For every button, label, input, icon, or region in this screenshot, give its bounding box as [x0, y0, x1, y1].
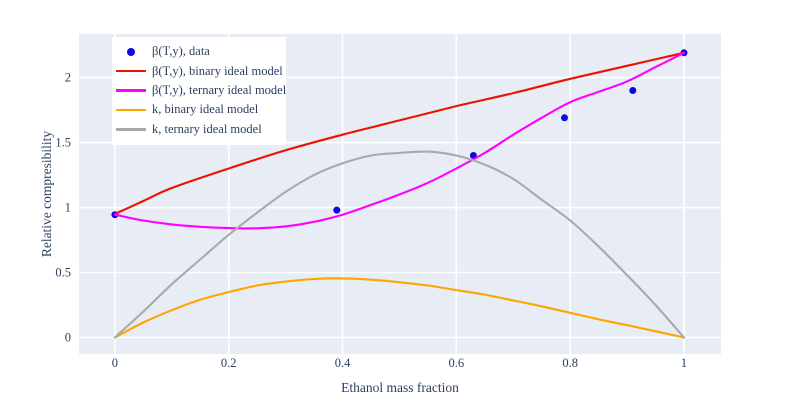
x-tick-label: 0.2: [221, 356, 237, 370]
legend-marker-swatch: [112, 45, 146, 59]
legend-line-swatch: [112, 122, 146, 136]
x-tick-label: 0.6: [449, 356, 465, 370]
y-tick-label: 1.5: [55, 136, 71, 150]
legend-item[interactable]: β(T,y), binary ideal model: [112, 61, 286, 80]
marker-dot-icon: [127, 47, 135, 56]
line-swatch-icon: [116, 89, 146, 92]
legend-line-swatch: [112, 83, 146, 97]
legend-item[interactable]: β(T,y), data: [112, 42, 286, 61]
legend-line-swatch: [112, 64, 146, 78]
data-point: [629, 87, 637, 94]
series-line: [113, 51, 686, 230]
x-tick-label: 0.4: [335, 356, 351, 370]
data-point: [333, 206, 341, 214]
legend-item[interactable]: k, ternary ideal model: [112, 120, 286, 139]
y-axis-title: Relative compresibility: [39, 130, 54, 258]
series-line: [113, 277, 686, 339]
x-tick-label: 0.8: [562, 356, 578, 370]
legend-item[interactable]: k, binary ideal model: [112, 100, 286, 119]
x-tick-label: 0: [112, 356, 118, 370]
y-tick-label: 0: [65, 330, 71, 344]
legend-label: β(T,y), data: [152, 44, 210, 59]
legend: β(T,y), data β(T,y), binary ideal model β(…: [112, 37, 286, 145]
x-axis-title: Ethanol mass fraction: [341, 380, 459, 395]
y-tick-label: 2: [65, 71, 71, 85]
legend-line-swatch: [112, 103, 146, 117]
x-tick-label: 1: [681, 356, 687, 370]
legend-item[interactable]: β(T,y), ternary ideal model: [112, 81, 286, 100]
y-tick-label: 0.5: [55, 266, 71, 280]
data-point: [561, 114, 568, 122]
line-swatch-icon: [116, 69, 146, 73]
series-line: [113, 150, 686, 339]
legend-label: k, binary ideal model: [152, 102, 259, 117]
legend-label: β(T,y), ternary ideal model: [152, 82, 287, 97]
legend-label: β(T,y), binary ideal model: [152, 63, 283, 78]
series-line: [113, 51, 686, 216]
line-swatch-icon: [116, 108, 146, 112]
y-tick-label: 1: [65, 201, 71, 215]
legend-label: k, ternary ideal model: [152, 121, 262, 136]
line-swatch-icon: [116, 128, 146, 131]
